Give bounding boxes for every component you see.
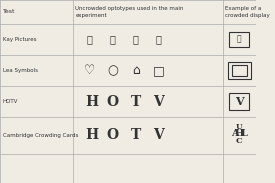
- Text: 🕐: 🕐: [110, 34, 116, 44]
- Text: T: T: [130, 128, 141, 142]
- Bar: [228, 62, 251, 79]
- Text: HOTV: HOTV: [2, 99, 18, 104]
- Text: Uncrowded optotypes used in the main
experiment: Uncrowded optotypes used in the main exp…: [75, 6, 184, 18]
- Text: ♡: ♡: [84, 64, 95, 77]
- Text: A: A: [231, 129, 238, 138]
- Text: T: T: [130, 95, 141, 109]
- Text: C: C: [236, 137, 243, 145]
- Text: O: O: [106, 128, 119, 142]
- Bar: [232, 65, 247, 76]
- Text: ○: ○: [107, 64, 118, 77]
- Text: 🕐: 🕐: [237, 35, 241, 44]
- Text: Test: Test: [2, 9, 15, 14]
- Bar: [229, 32, 249, 47]
- Text: Lea Symbols: Lea Symbols: [2, 68, 38, 73]
- Text: U: U: [236, 123, 243, 131]
- Text: □: □: [153, 64, 164, 77]
- Text: 🏠: 🏠: [133, 34, 139, 44]
- Bar: [229, 93, 249, 110]
- Text: V: V: [153, 128, 164, 142]
- Text: V: V: [235, 96, 243, 107]
- Text: H: H: [86, 128, 99, 142]
- Text: H: H: [235, 129, 244, 138]
- Text: O: O: [106, 95, 119, 109]
- Text: V: V: [153, 95, 164, 109]
- Text: Example of a
crowded display: Example of a crowded display: [225, 6, 270, 18]
- Text: 🥾: 🥾: [87, 34, 92, 44]
- Text: 🚚: 🚚: [156, 34, 161, 44]
- Text: H: H: [86, 95, 99, 109]
- Text: Kay Pictures: Kay Pictures: [2, 37, 36, 42]
- Text: ⌂: ⌂: [132, 64, 139, 77]
- Text: Cambridge Crowding Cards: Cambridge Crowding Cards: [2, 133, 78, 138]
- Text: L: L: [240, 129, 247, 138]
